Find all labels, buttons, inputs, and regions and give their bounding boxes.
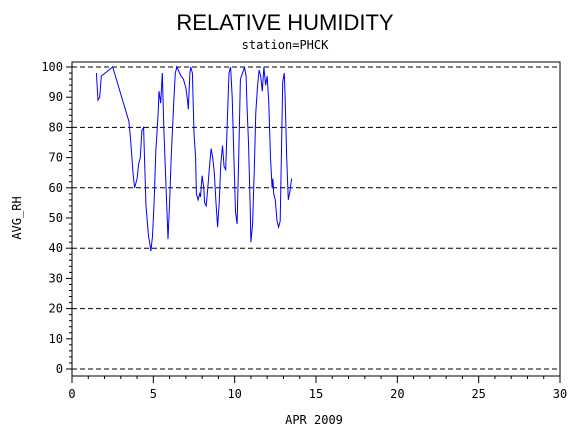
x-tick-label-0: 0 <box>68 387 75 401</box>
x-tick-label-15: 15 <box>309 387 323 401</box>
y-axis-label: AVG_RH <box>10 196 24 239</box>
series-line-0 <box>96 67 291 251</box>
x-axis-label: APR 2009 <box>285 413 343 427</box>
chart-title: RELATIVE HUMIDITY <box>176 10 394 35</box>
y-tick-label-80: 80 <box>49 120 63 134</box>
y-tick-label-100: 100 <box>41 60 63 74</box>
y-tick-label-20: 20 <box>49 302 63 316</box>
y-tick-label-60: 60 <box>49 181 63 195</box>
x-tick-label-25: 25 <box>471 387 485 401</box>
y-tick-label-50: 50 <box>49 211 63 225</box>
x-tick-label-10: 10 <box>227 387 241 401</box>
y-tick-label-30: 30 <box>49 271 63 285</box>
x-tick-label-20: 20 <box>390 387 404 401</box>
y-tick-label-10: 10 <box>49 332 63 346</box>
y-tick-label-70: 70 <box>49 151 63 165</box>
plot-frame <box>72 62 560 376</box>
y-tick-label-0: 0 <box>56 362 63 376</box>
y-tick-label-40: 40 <box>49 241 63 255</box>
x-tick-label-30: 30 <box>553 387 567 401</box>
x-tick-label-5: 5 <box>150 387 157 401</box>
chart-subtitle: station=PHCK <box>242 38 329 52</box>
y-tick-label-90: 90 <box>49 90 63 104</box>
